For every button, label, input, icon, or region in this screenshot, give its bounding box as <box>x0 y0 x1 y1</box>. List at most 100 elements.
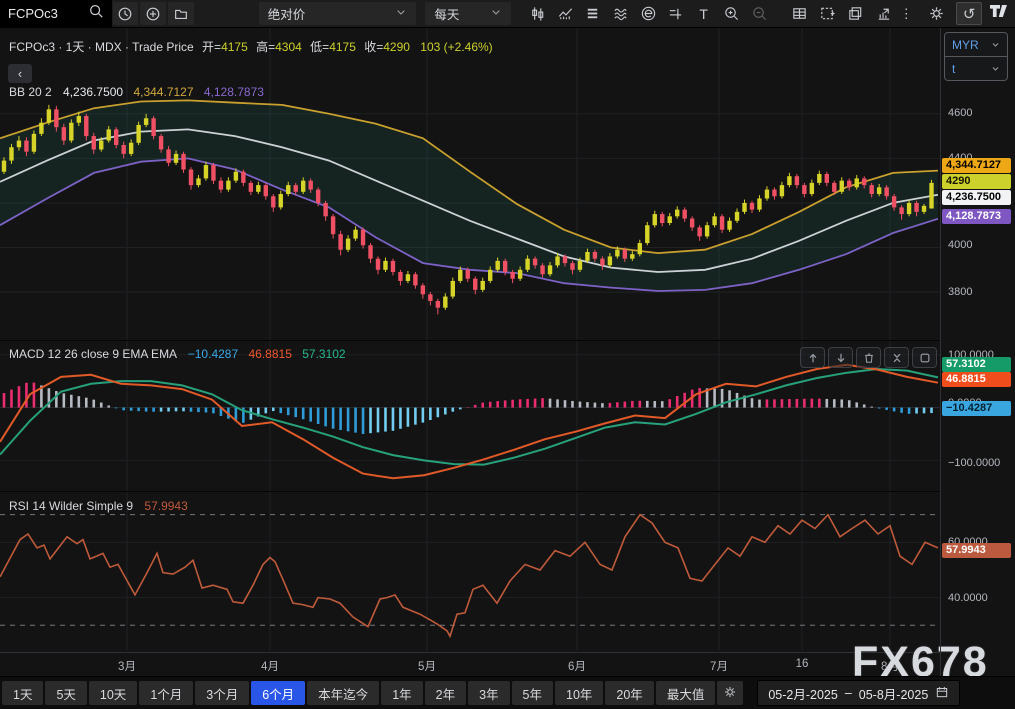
range-button-5天[interactable]: 5天 <box>45 681 86 705</box>
candle[interactable] <box>615 250 619 257</box>
table-view-button[interactable] <box>787 2 813 25</box>
price-pane[interactable] <box>0 28 940 340</box>
candle[interactable] <box>219 181 223 190</box>
candle[interactable] <box>727 221 731 230</box>
candle[interactable] <box>443 297 447 308</box>
rsi-pane[interactable] <box>0 492 940 651</box>
candle[interactable] <box>638 243 642 254</box>
candle[interactable] <box>271 196 275 207</box>
delete-pane-button[interactable] <box>856 347 881 368</box>
candle[interactable] <box>600 259 604 266</box>
candle[interactable] <box>62 127 66 140</box>
candle[interactable] <box>690 219 694 228</box>
range-button-1年[interactable]: 1年 <box>381 681 422 705</box>
range-button-本年迄今[interactable]: 本年迄今 <box>307 681 379 705</box>
candle[interactable] <box>518 270 522 279</box>
candle[interactable] <box>495 261 499 270</box>
candle[interactable] <box>428 294 432 301</box>
candle[interactable] <box>166 149 170 162</box>
macd-legend[interactable]: MACD 12 26 close 9 EMA EMA −10.4287 46.8… <box>9 347 346 361</box>
add-symbol-button[interactable] <box>140 2 166 25</box>
candle[interactable] <box>877 187 881 194</box>
candle[interactable] <box>645 225 649 243</box>
candle[interactable] <box>757 198 761 209</box>
candle[interactable] <box>301 181 305 192</box>
candle[interactable] <box>421 285 425 294</box>
candle[interactable] <box>869 185 873 194</box>
settings-button[interactable] <box>924 2 950 25</box>
candle[interactable] <box>712 216 716 225</box>
add-pane-button[interactable] <box>815 2 841 25</box>
candle[interactable] <box>316 190 320 203</box>
range-button-10天[interactable]: 10天 <box>89 681 137 705</box>
candle[interactable] <box>899 207 903 214</box>
rsi-legend[interactable]: RSI 14 Wilder Simple 9 57.9943 <box>9 499 188 513</box>
candle[interactable] <box>660 214 664 223</box>
chart-style-button[interactable] <box>524 2 550 25</box>
events-button[interactable] <box>635 2 661 25</box>
pane-separator[interactable] <box>0 491 940 492</box>
candle[interactable] <box>668 216 672 223</box>
candle[interactable] <box>2 161 6 172</box>
candle[interactable] <box>144 118 148 125</box>
move-pane-up-button[interactable] <box>800 347 825 368</box>
candle[interactable] <box>107 129 111 140</box>
candle[interactable] <box>249 183 253 192</box>
candle[interactable] <box>742 203 746 212</box>
candle[interactable] <box>892 196 896 207</box>
candle[interactable] <box>294 185 298 192</box>
range-button-1个月[interactable]: 1个月 <box>139 681 193 705</box>
text-tool-button[interactable]: T <box>691 2 717 25</box>
candle[interactable] <box>525 259 529 270</box>
candle[interactable] <box>331 216 335 234</box>
candle[interactable] <box>503 261 507 272</box>
candle[interactable] <box>226 181 230 190</box>
zoom-out-button[interactable] <box>746 2 772 25</box>
legend-title[interactable]: FCPOc3 · 1天 · MDX · Trade Price <box>9 40 194 54</box>
candle[interactable] <box>189 170 193 186</box>
candle[interactable] <box>533 259 537 266</box>
zoom-in-button[interactable] <box>719 2 745 25</box>
range-button-3年[interactable]: 3年 <box>468 681 509 705</box>
candle[interactable] <box>84 116 88 136</box>
undo-button[interactable]: ↺ <box>956 2 982 25</box>
candle[interactable] <box>540 265 544 274</box>
candle[interactable] <box>473 279 477 290</box>
candle[interactable] <box>17 141 21 148</box>
candle[interactable] <box>772 190 776 197</box>
candle[interactable] <box>466 270 470 279</box>
candle[interactable] <box>368 245 372 258</box>
candle[interactable] <box>907 203 911 214</box>
unit-dropdown[interactable]: t <box>945 56 1007 80</box>
range-button-10年[interactable]: 10年 <box>555 681 603 705</box>
price-type-dropdown[interactable]: 绝对价 <box>259 2 417 25</box>
candle[interactable] <box>884 187 888 196</box>
candle[interactable] <box>922 206 926 212</box>
candle[interactable] <box>914 203 918 212</box>
candle[interactable] <box>279 194 283 207</box>
candle[interactable] <box>653 214 657 225</box>
range-button-20年[interactable]: 20年 <box>605 681 653 705</box>
candle[interactable] <box>204 165 208 178</box>
candle[interactable] <box>398 272 402 281</box>
range-button-1天[interactable]: 1天 <box>2 681 43 705</box>
compare-button[interactable] <box>608 2 634 25</box>
candle[interactable] <box>458 270 462 281</box>
candle[interactable] <box>510 272 514 279</box>
candle[interactable] <box>832 183 836 192</box>
range-button-最大值[interactable]: 最大值 <box>656 681 716 705</box>
tradingview-logo[interactable] <box>989 2 1011 25</box>
range-button-3个月[interactable]: 3个月 <box>195 681 249 705</box>
candle[interactable] <box>129 143 133 154</box>
candle[interactable] <box>929 183 933 209</box>
currency-dropdown[interactable]: MYR <box>945 33 1007 56</box>
candle[interactable] <box>264 185 268 196</box>
candle[interactable] <box>765 190 769 199</box>
candle[interactable] <box>69 123 73 141</box>
candle[interactable] <box>675 210 679 217</box>
templates-button[interactable] <box>580 2 606 25</box>
range-button-6个月[interactable]: 6个月 <box>251 681 305 705</box>
candle[interactable] <box>705 225 709 236</box>
candle[interactable] <box>211 165 215 181</box>
candle[interactable] <box>181 154 185 170</box>
